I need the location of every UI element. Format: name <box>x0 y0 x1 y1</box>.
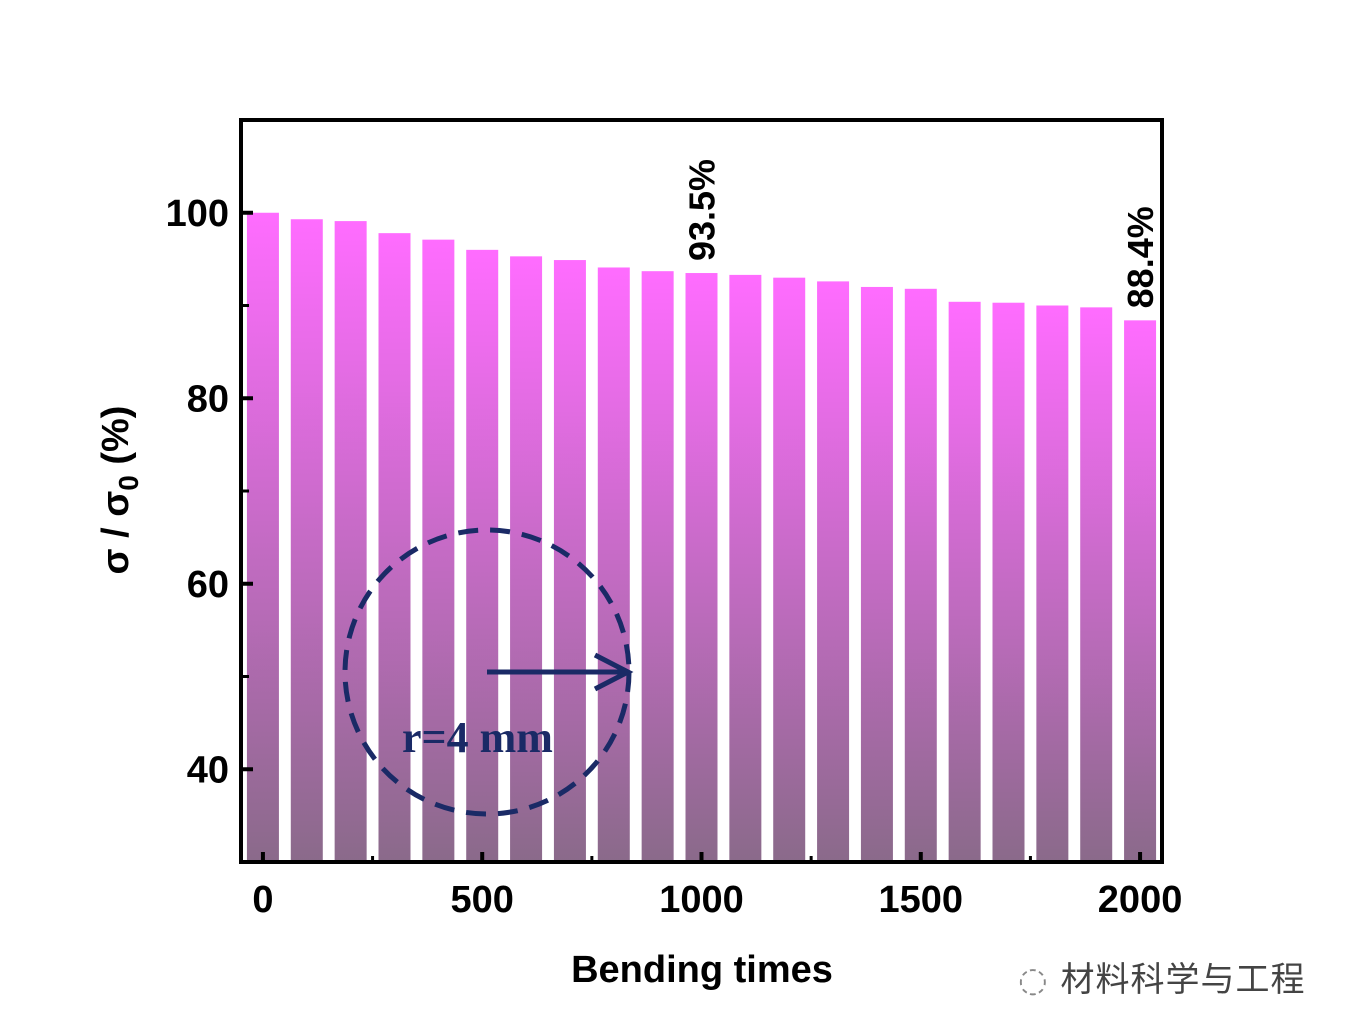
bar-2000 <box>1124 320 1157 863</box>
bar-1100 <box>729 274 762 863</box>
bar-1300 <box>817 281 850 862</box>
bar-400 <box>422 239 455 862</box>
bar-800 <box>597 267 630 862</box>
arrow-head-icon <box>593 652 634 692</box>
y-tick-label: 40 <box>187 749 229 791</box>
bar-1700 <box>992 302 1025 862</box>
x-tick-label: 2000 <box>1098 879 1183 921</box>
bar-1900 <box>1080 307 1113 863</box>
x-tick-label: 1000 <box>659 879 744 921</box>
x-tick-label: 1500 <box>879 879 964 921</box>
bar-0 <box>246 212 279 862</box>
watermark: ◌ 材料科学与工程 <box>1018 960 1306 1000</box>
data-label: 93.5% <box>682 159 723 261</box>
x-tick-label: 0 <box>252 879 273 921</box>
wechat-icon: ◌ <box>1018 960 1061 1000</box>
bar-900 <box>641 271 674 862</box>
y-tick-label: 60 <box>187 564 229 606</box>
bar-200 <box>334 221 367 862</box>
bar-1800 <box>1036 305 1069 862</box>
bar-1400 <box>860 286 893 862</box>
bar-700 <box>553 260 586 862</box>
y-tick-label: 100 <box>166 193 229 235</box>
bar-500 <box>466 249 499 863</box>
bar-1500 <box>904 288 937 862</box>
x-axis-label: Bending times <box>571 949 833 991</box>
inset-label: r=4 mm <box>402 713 553 762</box>
data-label: 88.4% <box>1120 206 1161 308</box>
bar-1000 <box>685 273 718 863</box>
bar-1600 <box>948 301 981 862</box>
bar-100 <box>290 219 323 862</box>
bend-radius-inset: r=4 mm <box>342 527 634 817</box>
bar-300 <box>378 233 411 862</box>
bar-600 <box>510 256 543 862</box>
y-axis-label: σ / σ0 (%) <box>95 406 144 575</box>
y-tick-label: 80 <box>187 378 229 420</box>
x-tick-label: 500 <box>451 879 514 921</box>
bar-1200 <box>773 277 806 862</box>
